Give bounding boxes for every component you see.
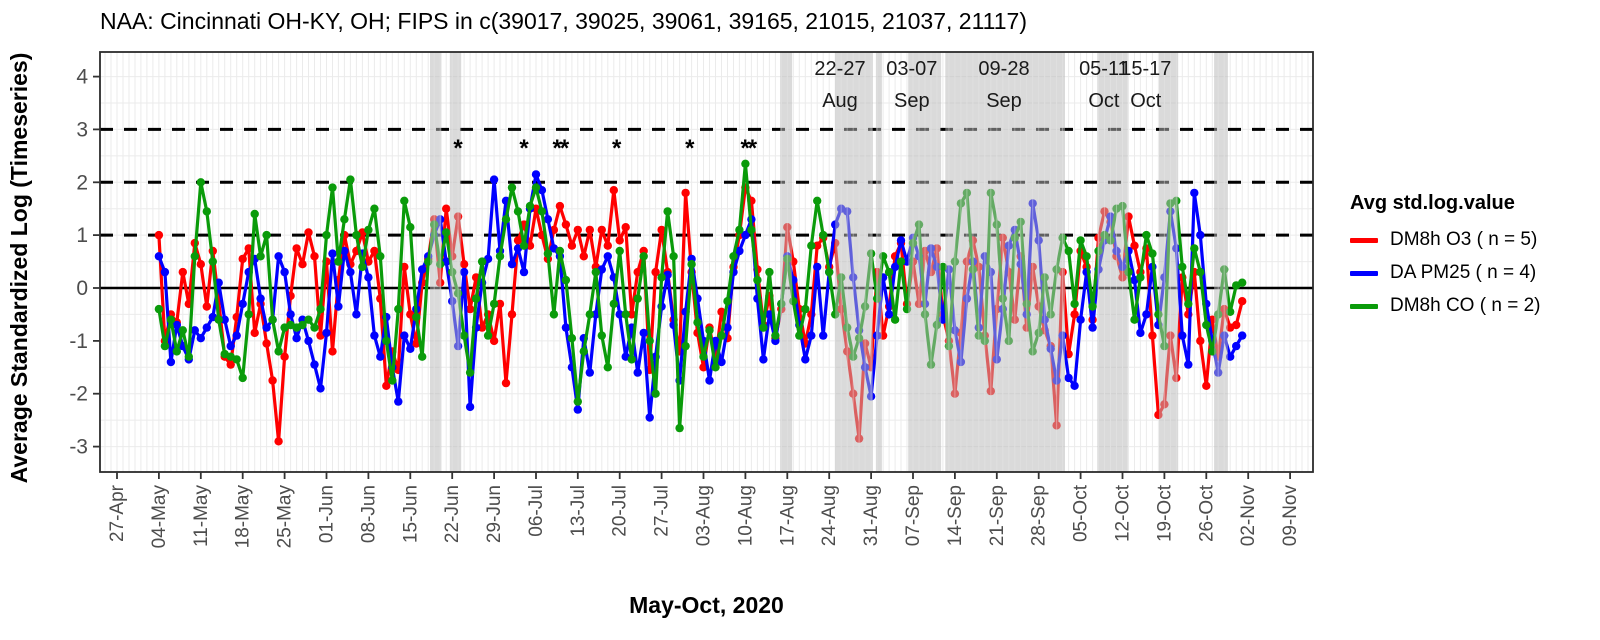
x-tick-label: 22-Jun xyxy=(442,485,463,543)
y-tick-label: 4 xyxy=(76,66,88,89)
x-tick-label: 21-Sep xyxy=(987,485,1008,546)
legend-item-co: DM8h CO ( n = 2) xyxy=(1350,295,1540,317)
legend-title: Avg std.log.value xyxy=(1350,192,1515,214)
significance-marker: ** xyxy=(553,135,570,162)
band-label-month: Oct xyxy=(1130,90,1162,112)
band-label-dates: 22-27 xyxy=(814,58,865,80)
x-tick-label: 14-Sep xyxy=(945,485,966,546)
y-axis-title: Average Standardized Log (Timeseries) xyxy=(6,52,32,484)
y-tick-label: -2 xyxy=(69,383,88,406)
band-label-month: Sep xyxy=(894,90,930,112)
band-label-dates: 03-07 xyxy=(886,58,937,80)
x-tick-label: 26-Oct xyxy=(1196,484,1217,542)
legend-label-o3: DM8h O3 ( n = 5) xyxy=(1390,229,1538,250)
x-axis-title: May-Oct, 2020 xyxy=(629,592,784,618)
significance-marker: * xyxy=(453,135,463,162)
y-tick-label: 3 xyxy=(76,118,88,141)
x-tick-label: 13-Jul xyxy=(568,485,589,537)
band-label-dates: 09-28 xyxy=(978,58,1029,80)
x-tick-label: 29-Jun xyxy=(484,485,505,543)
x-tick-label: 08-Jun xyxy=(358,485,379,543)
x-tick-label: 05-Oct xyxy=(1071,484,1092,542)
significance-marker: ** xyxy=(740,135,757,162)
co-line-swatch xyxy=(1350,303,1378,309)
x-tick-label: 27-Jul xyxy=(652,485,673,537)
o3-line-swatch xyxy=(1350,237,1378,243)
y-tick-label: -3 xyxy=(69,436,88,459)
legend-item-pm25: DA PM25 ( n = 4) xyxy=(1350,262,1540,284)
y-axis-title-wrap: Average Standardized Log (Timeseries) xyxy=(6,0,46,536)
x-tick-label: 17-Aug xyxy=(777,485,798,546)
legend-label-co: DM8h CO ( n = 2) xyxy=(1390,295,1541,316)
x-tick-label: 25-May xyxy=(275,485,296,549)
x-tick-label: 15-Jun xyxy=(400,485,421,543)
chart-title: NAA: Cincinnati OH-KY, OH; FIPS in c(390… xyxy=(100,8,1027,34)
x-tick-label: 07-Sep xyxy=(903,485,924,546)
significance-marker: * xyxy=(612,135,622,162)
x-tick-label: 04-May xyxy=(149,485,170,549)
x-tick-label: 27-Apr xyxy=(107,484,128,542)
x-tick-label: 31-Aug xyxy=(861,485,882,546)
band-label-month: Aug xyxy=(822,90,858,112)
x-tick-label: 02-Nov xyxy=(1238,485,1259,547)
x-tick-label: 06-Jul xyxy=(526,485,547,537)
x-tick-label: 18-May xyxy=(233,485,254,549)
band-label-dates: 05-11 xyxy=(1079,58,1129,80)
x-tick-label: 20-Jul xyxy=(610,485,631,537)
band-label-dates: 15-17 xyxy=(1120,58,1171,80)
band-label-month: Oct xyxy=(1088,90,1120,112)
x-tick-label: 28-Sep xyxy=(1029,485,1050,546)
x-tick-label: 01-Jun xyxy=(317,485,338,543)
x-tick-label: 09-Nov xyxy=(1280,485,1301,547)
y-tick-label: 0 xyxy=(76,277,88,300)
x-tick-label: 10-Aug xyxy=(735,485,756,546)
significance-marker: * xyxy=(519,135,529,162)
legend: Avg std.log.value DM8h O3 ( n = 5) DA PM… xyxy=(1350,192,1540,328)
y-tick-label: 1 xyxy=(76,224,88,247)
legend-label-pm25: DA PM25 ( n = 4) xyxy=(1390,262,1537,283)
x-tick-label: 03-Aug xyxy=(694,485,715,546)
x-tick-label: 12-Oct xyxy=(1113,484,1134,542)
pm25-line-swatch xyxy=(1350,270,1378,276)
significance-marker: * xyxy=(685,135,695,162)
band-label-month: Sep xyxy=(986,90,1022,112)
x-tick-label: 11-May xyxy=(191,485,212,547)
y-tick-label: 2 xyxy=(76,171,88,194)
x-tick-label: 24-Aug xyxy=(819,485,840,546)
legend-item-o3: DM8h O3 ( n = 5) xyxy=(1350,229,1540,251)
y-tick-label: -1 xyxy=(69,330,88,353)
x-tick-label: 19-Oct xyxy=(1154,484,1175,542)
